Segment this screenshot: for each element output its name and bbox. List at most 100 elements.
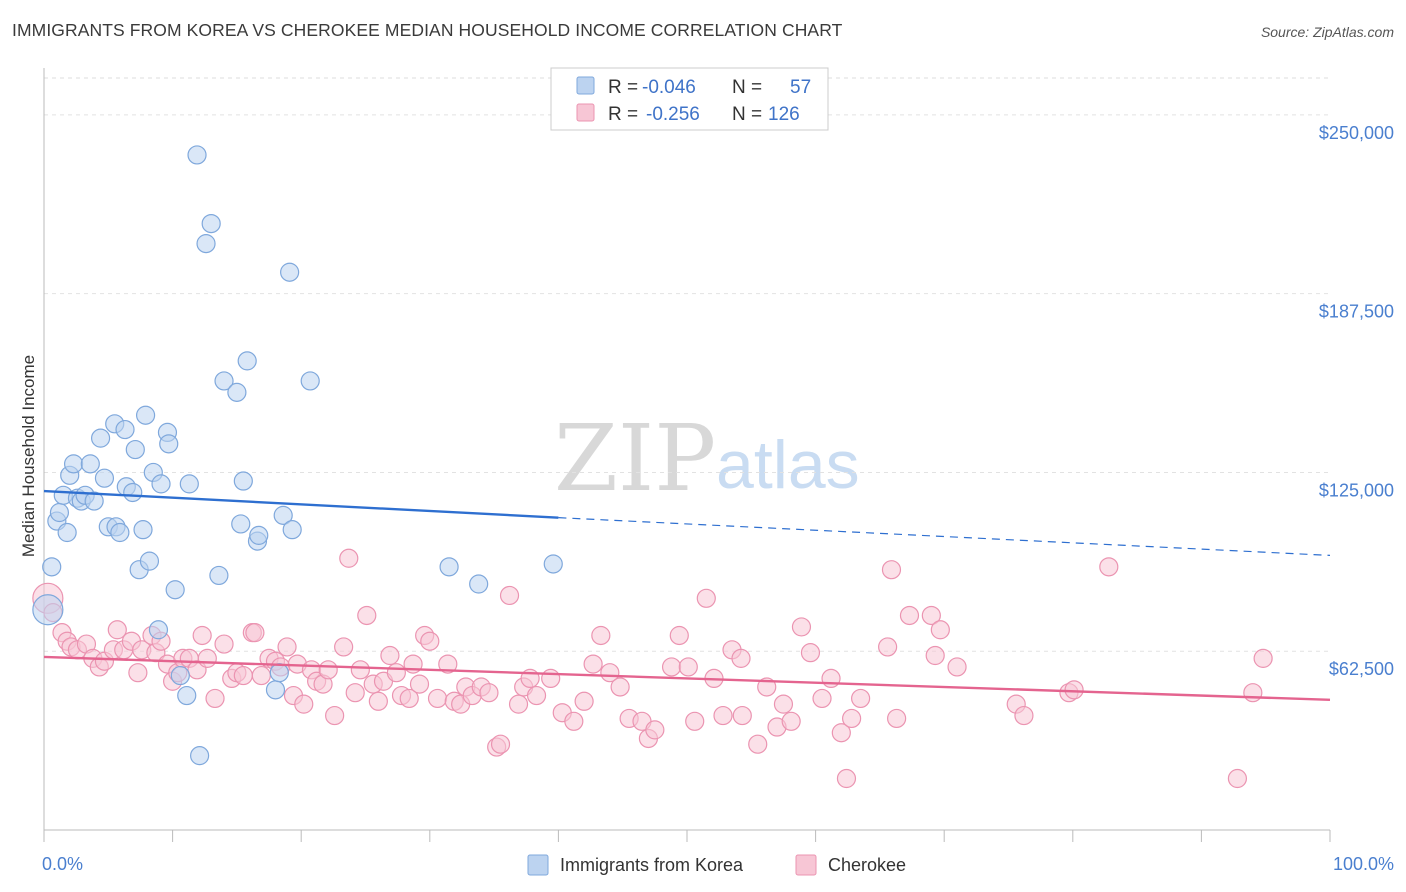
cherokee-point-99 (732, 705, 752, 726)
korea-point-56 (543, 554, 563, 574)
korea-point-24 (133, 520, 153, 540)
cherokee-point-107 (812, 688, 832, 709)
cherokee-point-47 (334, 637, 354, 657)
korea-point-26 (139, 551, 160, 571)
cherokee-point-28 (214, 634, 234, 654)
cherokee-point-116 (899, 605, 920, 626)
cherokee-point-72 (490, 734, 511, 754)
chart-title: IMMIGRANTS FROM KOREA VS CHEROKEE MEDIAN… (12, 20, 843, 40)
cherokee-point-49 (345, 683, 365, 703)
cherokee-point-74 (508, 694, 529, 714)
korea-point-47 (249, 525, 269, 545)
korea-point-35 (179, 474, 199, 494)
korea-point-42 (227, 382, 247, 402)
cherokee-point-84 (600, 663, 620, 683)
korea-point-1 (42, 557, 62, 577)
watermark-zip: ZIP (554, 405, 716, 512)
cherokee-point-10 (107, 620, 127, 640)
trendlines (43, 489, 1331, 702)
korea-point-36 (187, 145, 207, 165)
cherokee-point-50 (350, 660, 370, 680)
cherokee-point-122 (1014, 705, 1034, 726)
y-tick-label-3: $250,000 (1319, 123, 1394, 143)
legend-r-label-cherokee: R = (608, 104, 638, 125)
bottom-legend-cherokee: Cherokee (828, 855, 906, 875)
watermark-atlas: atlas (716, 427, 860, 503)
cherokee-point-82 (583, 654, 603, 674)
cherokee-point-105 (791, 617, 812, 637)
cherokee-point-77 (526, 685, 547, 706)
cherokee-point-34 (251, 665, 271, 686)
cherokee-point-90 (661, 657, 682, 677)
bottom-legend-korea: Immigrants from Korea (560, 855, 744, 875)
cherokee-point-113 (878, 637, 898, 657)
cherokee-point-126 (1227, 768, 1248, 789)
cherokee-point-108 (821, 668, 841, 689)
korea-points (32, 145, 563, 766)
cherokee-point-58 (399, 688, 419, 709)
korea-point-52 (282, 520, 302, 540)
cherokee-point-62 (420, 631, 440, 651)
bottom-legend-swatch-cherokee (795, 854, 817, 876)
legend-n-label-korea: N = (732, 77, 762, 98)
cherokee-point-70 (479, 683, 499, 703)
axes (43, 68, 1331, 842)
cherokee-point-106 (800, 643, 821, 663)
legend-n-value-cherokee: 126 (768, 104, 800, 125)
x-tick-label-min: 0.0% (42, 854, 83, 874)
cherokee-point-117 (921, 605, 941, 626)
korea-point-12 (84, 491, 104, 511)
cherokee-trendline (43, 655, 1331, 702)
cherokee-point-92 (678, 657, 698, 677)
cherokee-point-91 (669, 625, 689, 646)
cherokee-point-110 (836, 768, 857, 789)
korea-point-55 (469, 574, 489, 594)
korea-trendline (43, 489, 559, 519)
y-tick-labels: $62,500 $125,000 $187,500 $250,000 (1319, 123, 1394, 679)
cherokee-point-27 (205, 688, 225, 709)
korea-point-53 (300, 371, 320, 391)
cherokee-point-63 (427, 688, 448, 709)
cherokee-point-114 (881, 560, 902, 580)
cherokee-points (32, 548, 1273, 789)
cherokee-point-73 (499, 585, 520, 606)
korea-point-43 (231, 514, 251, 534)
legend-r-label-korea: R = (608, 77, 638, 98)
cherokee-point-38 (277, 637, 297, 657)
cherokee-point-31 (233, 665, 253, 686)
cherokee-point-41 (294, 694, 314, 714)
korea-point-5 (57, 522, 77, 543)
cherokee-point-94 (696, 588, 716, 608)
legend-swatch-korea (576, 76, 595, 95)
korea-point-28 (148, 620, 169, 640)
cherokee-point-83 (591, 625, 611, 646)
korea-point-51 (280, 262, 300, 282)
korea-point-33 (170, 665, 190, 686)
korea-point-31 (159, 434, 179, 454)
cherokee-point-51 (357, 605, 377, 626)
korea-point-3 (49, 502, 70, 523)
korea-point-17 (110, 522, 130, 543)
y-tick-label-1: $125,000 (1319, 480, 1394, 500)
korea-point-13 (90, 428, 111, 448)
cherokee-point-60 (409, 674, 430, 694)
korea-point-40 (209, 565, 229, 586)
cherokee-point-128 (1253, 648, 1273, 668)
cherokee-point-33 (245, 623, 265, 643)
korea-point-22 (125, 439, 145, 460)
cherokee-point-103 (773, 694, 794, 714)
korea-point-32 (165, 580, 185, 600)
legend-swatch-cherokee (576, 103, 595, 122)
cherokee-point-96 (713, 705, 733, 726)
cherokee-point-55 (380, 645, 400, 666)
legend-n-value-korea: 57 (790, 77, 811, 98)
cherokee-point-25 (192, 625, 212, 646)
cherokee-point-112 (851, 688, 871, 709)
korea-trendline-extension (558, 517, 1331, 557)
gridlines (44, 77, 1330, 652)
cherokee-point-109 (831, 723, 851, 743)
korea-point-50 (273, 505, 293, 525)
korea-point-0 (32, 594, 64, 626)
series-legend: Immigrants from Korea Cherokee (527, 854, 906, 876)
